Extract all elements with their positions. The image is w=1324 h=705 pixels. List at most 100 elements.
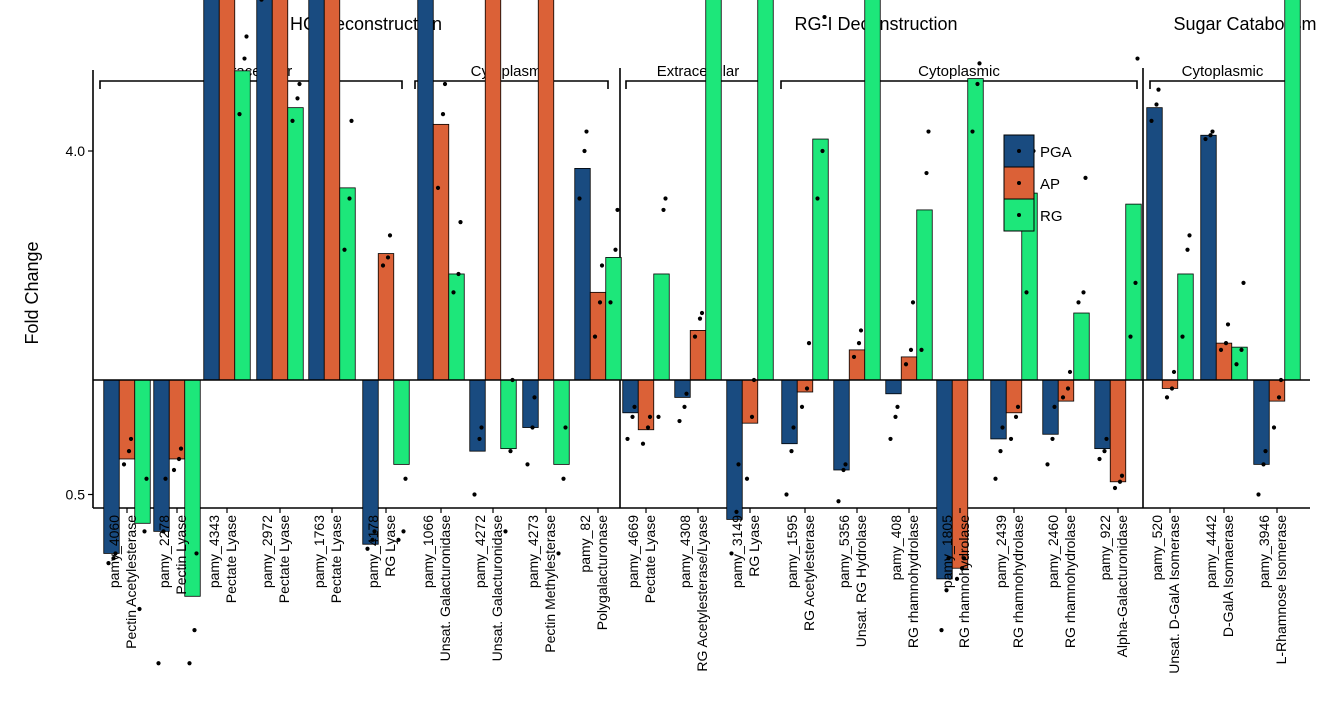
data-point [163,476,168,481]
data-point [1008,436,1014,442]
data-point [841,467,846,473]
data-point [661,207,666,213]
legend-point [1017,181,1021,185]
data-point [1180,334,1185,339]
data-point [295,96,300,101]
data-point [729,551,734,556]
data-point [836,499,841,504]
data-point [1104,436,1109,442]
bracket [1149,80,1296,89]
x-tick-label-id: pamy_2439 [993,515,1009,588]
data-point [385,255,391,260]
data-point [1065,386,1071,391]
data-point [684,391,689,396]
data-point [142,529,147,534]
data-point [442,81,448,87]
x-tick-label-id: pamy_520 [1149,515,1165,581]
bar-pga [203,0,220,381]
bar-pga [522,379,539,428]
x-tick-label-name: Pectin Acetylesterase [123,515,139,649]
data-point [349,118,354,123]
bar-ap [637,379,655,431]
bar-ap [323,0,341,381]
data-point [597,300,603,305]
data-point [944,588,949,593]
bracket [780,80,1138,89]
data-point [1225,322,1231,327]
data-point [640,441,646,446]
data-point [908,347,914,352]
y-tick-label: 4.0 [66,143,86,159]
data-point [472,492,477,497]
data-point [237,112,242,117]
data-point [1083,175,1088,180]
data-point [647,414,653,419]
bar-pga [726,379,743,520]
data-point [954,576,960,581]
bar-ap [271,0,289,381]
x-tick-label-id: pamy_922 [1097,515,1113,581]
data-point [961,556,967,561]
bar-pga [308,0,325,381]
data-point [858,328,864,333]
data-point [692,334,698,339]
data-point [401,529,406,534]
data-point [1171,369,1177,375]
data-point [749,414,755,419]
data-point [599,263,605,268]
data-point [161,529,166,534]
data-point [503,529,508,534]
data-point [697,316,703,321]
x-tick-label-id: pamy_5356 [836,515,852,588]
data-point [479,425,484,430]
data-point [435,185,441,190]
bar-rg [1125,203,1142,381]
legend-label: AP [1040,176,1060,193]
data-point [530,425,535,430]
data-point [895,404,900,409]
x-tick-label-id: pamy_4273 [525,515,541,588]
data-point [856,341,862,346]
data-point [244,34,249,39]
x-tick-label-id: pamy_4060 [106,515,122,588]
bar-rg [448,273,465,381]
legend-point [1017,149,1021,153]
data-point [843,462,848,467]
bar-rg [1073,312,1090,381]
data-point [998,449,1003,454]
data-point [939,628,944,633]
bar-rg [339,187,356,381]
x-tick-label-id: pamy_3149 [729,515,745,588]
bar-pga [833,379,850,471]
bar-ap [689,330,707,381]
x-tick-label-name: Pectin Lyase [173,515,189,595]
x-tick-label-name: RG Lyase [382,515,398,577]
data-point [1052,404,1057,409]
x-tick-label-name: RG Acetylesterase [801,515,817,631]
data-point [977,61,982,66]
bar-rg [757,0,774,381]
bar-rg [653,273,670,381]
x-tick-label-id: pamy_4343 [206,515,222,588]
data-point [1050,436,1055,442]
data-point [403,476,408,481]
x-tick-label-id: pamy_1595 [784,515,800,588]
x-tick-label-id: pamy_3946 [1256,515,1272,588]
bar-rg [812,138,829,381]
data-point [297,81,302,87]
data-point [615,207,620,213]
data-point [396,537,401,542]
data-point [815,196,820,201]
data-point [592,334,598,339]
data-point [1208,133,1213,138]
data-point [556,551,561,556]
bar-pga [469,379,486,452]
legend-label: PGA [1040,144,1072,161]
data-point [993,476,998,481]
data-point [1015,404,1021,409]
bracket [99,80,403,89]
data-point [1156,87,1161,92]
data-point [1045,462,1050,467]
data-point [1013,414,1019,419]
y-tick-label: 0.5 [66,487,86,503]
